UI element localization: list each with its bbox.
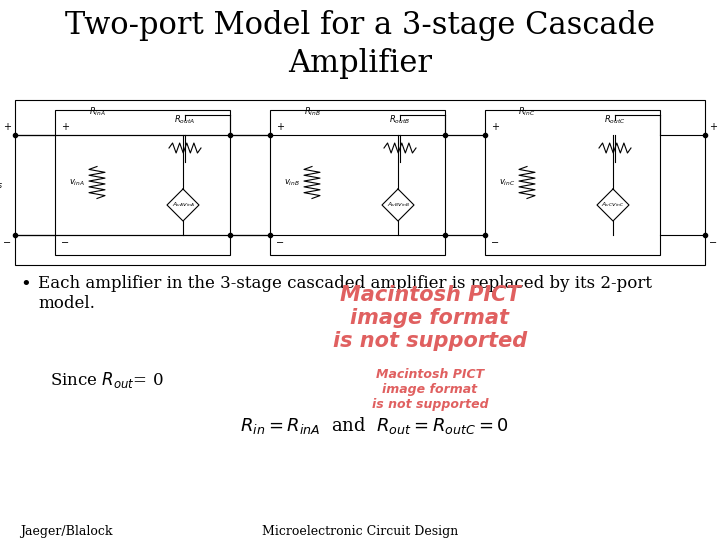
Text: +: + <box>61 122 69 132</box>
Text: $R_{outB}$: $R_{outB}$ <box>390 113 410 125</box>
Text: $R_{outC}$: $R_{outC}$ <box>604 113 626 125</box>
Text: $A_{vA}v_{inA}$: $A_{vA}v_{inA}$ <box>171 200 194 210</box>
Text: model.: model. <box>38 295 95 312</box>
Text: −: − <box>3 238 11 248</box>
Text: $R_{in}= R_{inA}$  and  $R_{out}= R_{outC} = 0$: $R_{in}= R_{inA}$ and $R_{out}= R_{outC}… <box>240 415 509 436</box>
Text: −: − <box>709 238 717 248</box>
Text: $v_{inA}$: $v_{inA}$ <box>69 177 85 188</box>
Text: $v_s$: $v_s$ <box>0 179 3 191</box>
Text: $R_{inC}$: $R_{inC}$ <box>518 105 536 118</box>
Text: Jaeger/Blalock
7/1/03: Jaeger/Blalock 7/1/03 <box>20 525 112 540</box>
Text: Two-port Model for a 3-stage Cascade: Two-port Model for a 3-stage Cascade <box>65 10 655 41</box>
Bar <box>55 110 230 255</box>
Text: $A_{vB}v_{inB}$: $A_{vB}v_{inB}$ <box>387 200 410 210</box>
Text: $R_{inA}$: $R_{inA}$ <box>89 105 105 118</box>
Text: Microelectronic Circuit Design
McGraw-Hill: Microelectronic Circuit Design McGraw-Hi… <box>262 525 458 540</box>
Text: Macintosh PICT
image format
is not supported: Macintosh PICT image format is not suppo… <box>372 368 488 411</box>
Bar <box>15 100 705 265</box>
Text: Since $R_{out}$= 0: Since $R_{out}$= 0 <box>50 370 163 390</box>
Text: $R_{inB}$: $R_{inB}$ <box>304 105 320 118</box>
Text: $R_{outA}$: $R_{outA}$ <box>174 113 196 125</box>
Text: Macintosh PICT
image format
is not supported: Macintosh PICT image format is not suppo… <box>333 285 527 352</box>
Text: $v_{inC}$: $v_{inC}$ <box>499 177 516 188</box>
Text: −: − <box>491 238 499 248</box>
Bar <box>485 110 660 255</box>
Text: +: + <box>276 122 284 132</box>
Text: $v_o$: $v_o$ <box>719 179 720 191</box>
Text: $A_{vC}v_{inC}$: $A_{vC}v_{inC}$ <box>601 200 624 210</box>
Text: •: • <box>20 275 31 293</box>
Bar <box>270 110 445 255</box>
Text: +: + <box>491 122 499 132</box>
Text: −: − <box>61 238 69 248</box>
Text: +: + <box>709 122 717 132</box>
Text: Each amplifier in the 3-stage cascaded amplifier is replaced by its 2-port: Each amplifier in the 3-stage cascaded a… <box>38 275 652 292</box>
Text: +: + <box>3 122 11 132</box>
Text: Amplifier: Amplifier <box>288 48 432 79</box>
Text: $v_{inB}$: $v_{inB}$ <box>284 177 300 188</box>
Text: −: − <box>276 238 284 248</box>
